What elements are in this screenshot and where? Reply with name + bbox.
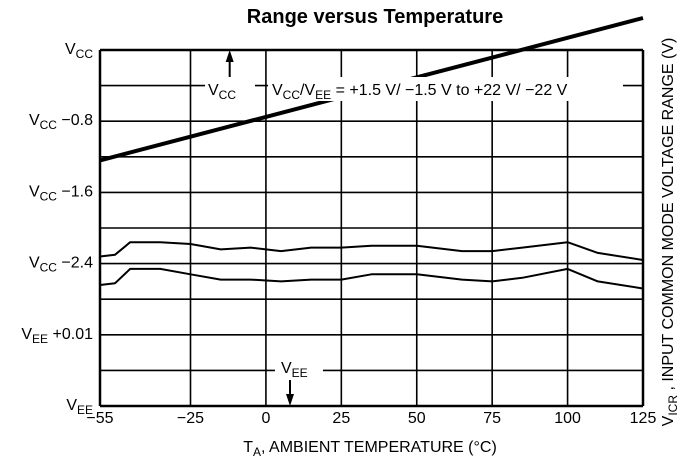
vcc-label-bg: [205, 77, 255, 101]
chart-title: Range versus Temperature: [247, 6, 503, 28]
x-tick-label: 125: [630, 410, 657, 427]
x-axis-label: TA​, AMBIENT TEMPERATURE (°C): [243, 439, 497, 459]
labels-group: −55 −25 0 25 50 75 100 125 VCC​ VCC​ −0.8 VCC​ −1.…: [21, 6, 680, 459]
y-tick-label: VCC​ −1.6: [29, 183, 93, 203]
y-tick-label: VEE​ +0.01: [21, 326, 93, 346]
y-axis-label: VICR​ , INPUT COMMON MODE VOLTAGE RANGE …: [660, 38, 680, 427]
y-tick-label: VCC​ −0.8: [29, 112, 93, 132]
y-tick-label: VCC​: [65, 41, 93, 61]
y-tick-label: VCC​ −2.4: [29, 255, 93, 275]
x-tick-label: 75: [483, 410, 501, 427]
vee-arrow-head: [286, 394, 294, 406]
vcc-annotation: VCC​: [208, 82, 236, 102]
x-tick-label: 50: [408, 410, 426, 427]
x-tick-label: 100: [554, 410, 581, 427]
series-group: [99, 16, 644, 290]
x-tick-label: 0: [261, 410, 270, 427]
x-tick-label: −55: [86, 410, 113, 427]
supply-range-annotation: VCC​/VEE​ = +1.5 V/ −1.5 V to +22 V/ −22…: [272, 82, 568, 102]
x-tick-label: −25: [177, 410, 204, 427]
y-tick-label: VEE​: [66, 397, 93, 417]
series-line-3: [99, 267, 644, 290]
supply-range-bg: [268, 77, 623, 101]
vee-annotation: VEE​: [281, 360, 308, 380]
grid: [98, 48, 645, 408]
x-tick-label: 25: [332, 410, 350, 427]
vee-label-bg: [275, 355, 323, 379]
series-line-2: [99, 241, 644, 261]
vcc-arrow-head: [225, 50, 234, 62]
